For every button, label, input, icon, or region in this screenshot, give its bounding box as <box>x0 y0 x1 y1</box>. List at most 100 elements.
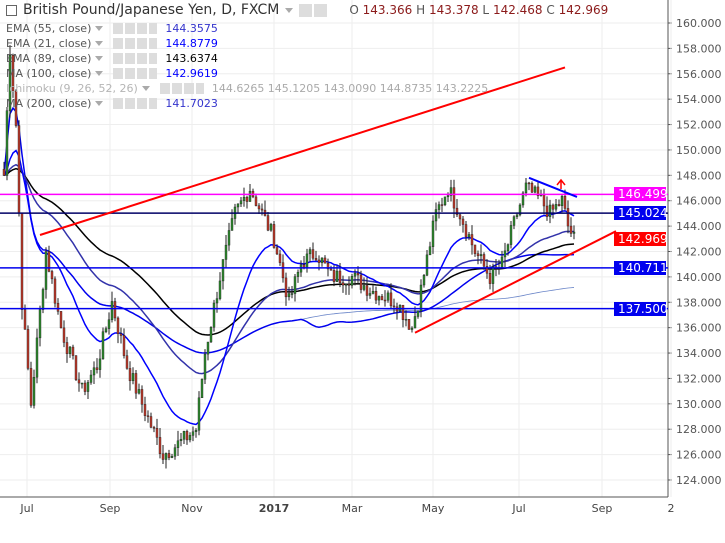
candle-body <box>38 309 42 339</box>
indicator-value: 141.7023 <box>165 97 218 110</box>
candle-body <box>59 311 63 329</box>
indicator-controls[interactable] <box>159 83 204 94</box>
indicator-row[interactable]: EMA (89, close) 143.6374 <box>6 51 608 66</box>
candle-body <box>236 203 240 208</box>
candle-body <box>191 431 195 436</box>
candle-body <box>305 253 309 269</box>
ma100-line <box>3 106 575 354</box>
candle-body <box>449 187 453 196</box>
candle-body <box>47 251 51 272</box>
candle-body <box>383 299 387 302</box>
chevron-down-icon[interactable] <box>95 41 104 46</box>
candle-body <box>215 298 219 304</box>
candle-body <box>338 270 342 283</box>
candle-body <box>68 346 72 354</box>
candle-body <box>314 258 318 261</box>
candle-body <box>371 290 375 294</box>
indicator-controls[interactable] <box>113 68 158 79</box>
candle-body <box>491 266 495 284</box>
chevron-down-icon[interactable] <box>95 26 104 31</box>
y-tick-label: 160.000 <box>676 17 722 30</box>
x-tick-label: Mar <box>342 502 363 515</box>
candle-body <box>26 329 30 369</box>
candle-body <box>434 209 438 222</box>
y-tick-label: 140.000 <box>676 271 722 284</box>
indicator-label: Ichimoku (9, 26, 52, 26) <box>6 82 138 95</box>
candle-body <box>332 270 336 282</box>
candle-body <box>518 204 522 216</box>
settings-icon[interactable] <box>299 3 330 17</box>
candle-body <box>527 182 531 185</box>
y-tick-label: 148.000 <box>676 169 722 182</box>
candle-body <box>524 182 528 194</box>
indicator-label: EMA (21, close) <box>6 37 92 50</box>
indicator-value: 144.3575 <box>165 22 218 35</box>
candle-body <box>206 341 210 355</box>
symbol-name: British Pound/Japanese Yen, D, FXCM <box>23 2 280 18</box>
candle-body <box>374 290 378 301</box>
candle-body <box>335 270 339 282</box>
chevron-down-icon[interactable] <box>95 56 104 61</box>
indicator-row[interactable]: EMA (21, close) 144.8779 <box>6 36 608 51</box>
candle-body <box>470 234 474 246</box>
chevron-down-icon[interactable] <box>285 7 294 13</box>
arrow-up-icon <box>556 178 566 189</box>
candle-body <box>296 271 300 277</box>
x-tick-label: Nov <box>181 502 203 515</box>
candle-body <box>140 389 144 405</box>
chevron-down-icon[interactable] <box>95 71 104 76</box>
indicator-controls[interactable] <box>113 98 158 109</box>
candle-body <box>323 257 327 264</box>
candle-body <box>110 301 114 320</box>
candle-body <box>257 205 261 210</box>
candle-body <box>380 296 384 301</box>
indicator-controls[interactable] <box>113 53 158 64</box>
collapse-icon[interactable] <box>6 4 17 16</box>
candle-body <box>248 190 252 202</box>
indicator-row[interactable]: EMA (55, close) 144.3575 <box>6 21 608 36</box>
candle-body <box>521 192 525 206</box>
candle-body <box>392 305 396 308</box>
candle-body <box>410 327 414 330</box>
indicator-row[interactable]: MA (200, close) 141.7023 <box>6 96 608 111</box>
candle-body <box>503 250 507 258</box>
candle-body <box>185 431 189 441</box>
candle-body <box>125 355 129 369</box>
candle-body <box>137 389 141 394</box>
candle-body <box>116 317 120 335</box>
candle-body <box>563 196 567 209</box>
candle-body <box>266 215 270 231</box>
candle-body <box>20 213 24 310</box>
candle-body <box>50 271 54 280</box>
price-tag: 140.711 <box>614 260 668 275</box>
candle-body <box>89 374 93 383</box>
candle-body <box>545 205 549 217</box>
candle-body <box>509 225 513 245</box>
candle-body <box>569 225 573 234</box>
indicator-row[interactable]: MA (100, close) 142.9619 <box>6 66 608 81</box>
candle-body <box>143 404 147 416</box>
candle-body <box>467 234 471 238</box>
candle-body <box>488 272 492 284</box>
chevron-down-icon[interactable] <box>141 86 150 91</box>
candle-body <box>98 358 102 370</box>
x-tick-label: Jul <box>19 502 33 515</box>
indicator-label: MA (200, close) <box>6 97 92 110</box>
candle-body <box>548 204 552 217</box>
chevron-down-icon[interactable] <box>95 101 104 106</box>
candle-body <box>107 319 111 329</box>
candle-body <box>557 204 561 207</box>
indicator-row[interactable]: Ichimoku (9, 26, 52, 26) 144.6265 145.120… <box>6 81 608 96</box>
candle-body <box>242 197 246 201</box>
indicator-controls[interactable] <box>113 23 158 34</box>
candle-body <box>218 280 222 299</box>
candle-body <box>122 335 126 356</box>
price-tag: 142.969 <box>614 232 668 247</box>
candle-body <box>419 284 423 312</box>
candle-body <box>164 453 168 460</box>
candle-body <box>317 259 321 263</box>
indicator-controls[interactable] <box>113 38 158 49</box>
candle-body <box>221 259 225 282</box>
candle-body <box>281 262 285 279</box>
